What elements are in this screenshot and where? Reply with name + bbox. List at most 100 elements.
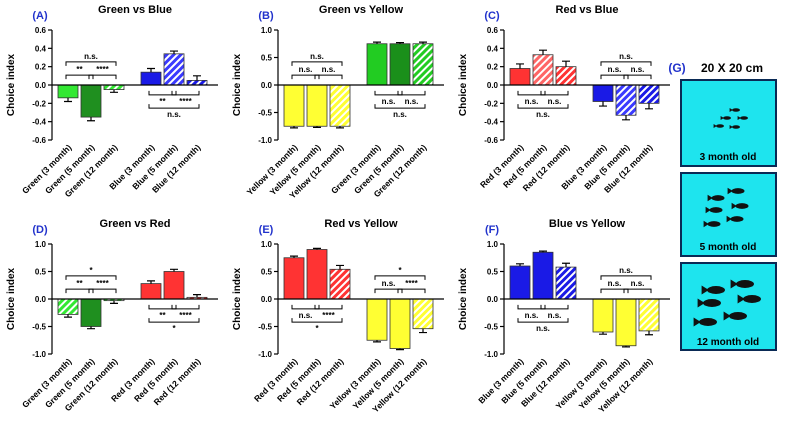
significance-bracket <box>540 90 569 96</box>
chart-title: Green vs Yellow <box>319 4 404 16</box>
significance-bracket <box>291 318 343 323</box>
error-bar <box>419 328 427 334</box>
significance-label: * <box>398 266 402 275</box>
fish-icon <box>709 207 723 213</box>
significance-label: n.s. <box>525 311 539 320</box>
significance-label: n.s. <box>536 324 550 333</box>
error-bar <box>599 101 607 107</box>
bar <box>389 43 411 86</box>
significance-label: n.s. <box>382 279 396 288</box>
chart: (B) Green vs Yellow Choice index -1.0 -0.5 0.… <box>232 4 444 201</box>
significance-bracket <box>171 90 200 96</box>
fish-icon <box>729 312 747 320</box>
y-tick-label: 0.0 <box>487 295 499 304</box>
y-tick-label: 0.6 <box>35 26 47 35</box>
bar <box>140 71 162 86</box>
error-bar <box>562 60 570 67</box>
significance-bracket <box>65 74 94 80</box>
error-bar <box>539 49 547 55</box>
error-bar <box>290 255 298 258</box>
error-bar <box>110 300 118 304</box>
error-bar <box>87 117 95 122</box>
error-bar <box>373 340 381 343</box>
error-bar <box>419 41 427 44</box>
error-bar <box>193 294 201 298</box>
y-tick-label: 0.5 <box>261 268 273 277</box>
y-tick-label: -0.5 <box>258 323 272 332</box>
significance-bracket <box>623 288 652 294</box>
significance-bracket <box>171 304 200 310</box>
chart: (E) Red vs Yellow Choice index -1.0 -0.5 0.0 0… <box>232 218 444 415</box>
significance-bracket <box>88 74 117 80</box>
significance-bracket <box>517 90 546 96</box>
fish-icon <box>732 108 740 112</box>
y-tick-label: 0.0 <box>261 295 273 304</box>
y-tick-label: 0.2 <box>487 63 499 72</box>
bar <box>283 84 305 127</box>
significance-label: n.s. <box>525 97 539 106</box>
bar <box>532 251 554 300</box>
chart-title: Green vs Blue <box>98 4 172 16</box>
significance-bracket <box>314 74 343 80</box>
significance-bracket <box>600 288 629 294</box>
significance-label: * <box>315 324 319 333</box>
y-tick-label: -0.2 <box>484 99 498 108</box>
significance-bracket <box>397 90 426 96</box>
bar <box>140 283 162 300</box>
error-bar <box>645 330 653 336</box>
fish-icon <box>705 206 711 214</box>
significance-label: n.s. <box>393 110 407 119</box>
error-bar <box>539 250 547 253</box>
significance-bracket <box>397 288 426 294</box>
significance-bracket <box>623 74 652 80</box>
arena-box <box>680 172 777 257</box>
fish-icon <box>729 125 733 129</box>
fish-icon <box>726 215 732 223</box>
fish-icon <box>713 124 717 128</box>
bar <box>555 266 577 300</box>
fish-icon <box>730 216 744 222</box>
bar <box>366 298 388 341</box>
error-bar <box>336 264 344 270</box>
significance-label: n.s. <box>548 311 562 320</box>
significance-bracket <box>374 104 426 109</box>
fish-icon <box>737 116 741 120</box>
significance-bracket <box>65 288 94 294</box>
significance-label: **** <box>179 97 192 106</box>
fish-icon <box>723 116 731 120</box>
fish-icon <box>707 286 725 294</box>
error-bar <box>645 103 653 110</box>
y-tick-label: 0.6 <box>487 26 499 35</box>
chart-title: Blue vs Yellow <box>549 218 626 230</box>
significance-label: n.s. <box>608 65 622 74</box>
error-bar <box>170 268 178 272</box>
y-axis-title: Choice index <box>232 267 243 330</box>
fish-icon <box>723 311 731 321</box>
significance-label: n.s. <box>536 110 550 119</box>
significance-label: n.s. <box>84 52 98 61</box>
fish-icon <box>701 285 709 295</box>
bar <box>532 54 554 86</box>
fish-icon <box>727 187 733 195</box>
significance-label: n.s. <box>631 65 645 74</box>
error-bar <box>290 126 298 129</box>
error-bar <box>622 345 630 348</box>
chart-title: Red vs Blue <box>556 4 619 16</box>
y-tick-label: 0.4 <box>35 44 47 53</box>
y-axis-title: Choice index <box>6 267 17 330</box>
bar <box>57 84 79 99</box>
y-tick-label: -0.4 <box>484 118 498 127</box>
bar <box>592 298 614 333</box>
error-bar <box>313 126 321 128</box>
y-tick-label: 0.4 <box>487 44 499 53</box>
fish-icon <box>693 317 701 327</box>
significance-label: * <box>172 324 176 333</box>
y-tick-label: -0.4 <box>32 118 46 127</box>
y-tick-label: 0.0 <box>35 81 47 90</box>
bar <box>638 298 660 332</box>
arena-box <box>680 262 777 351</box>
bar <box>592 84 614 102</box>
error-bar <box>170 50 178 54</box>
fish-icon <box>707 221 721 227</box>
significance-label: n.s. <box>299 65 313 74</box>
